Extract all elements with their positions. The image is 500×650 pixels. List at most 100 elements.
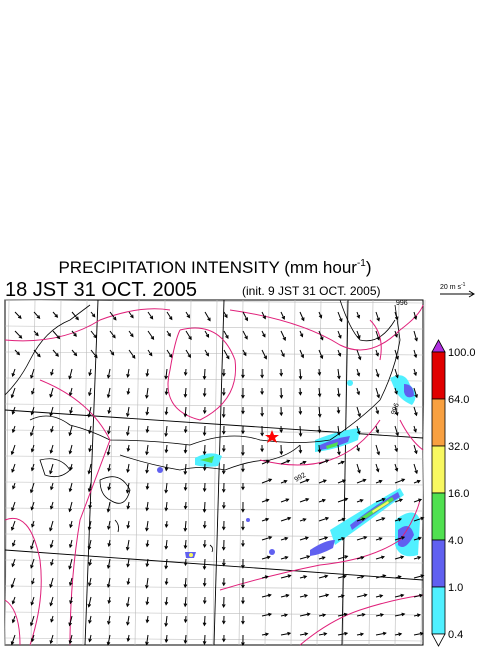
wind-arrow-shaft xyxy=(127,368,130,378)
wind-arrow xyxy=(202,482,207,493)
wind-arrow xyxy=(299,349,305,359)
wind-arrow-shaft xyxy=(413,480,421,484)
wind-arrow-shaft xyxy=(185,349,191,358)
wind-arrow-head xyxy=(285,593,290,598)
wind-arrow-head xyxy=(300,354,305,359)
wind-arrow xyxy=(337,460,345,465)
wind-arrow xyxy=(49,387,54,398)
wind-arrow-head xyxy=(281,353,285,358)
wind-arrow-head xyxy=(375,352,379,357)
wind-arrow-shaft xyxy=(184,406,187,417)
wind-arrow xyxy=(241,368,245,379)
wind-arrow-head xyxy=(145,601,150,606)
wind-arrow-head xyxy=(380,555,385,560)
wind-arrow-head xyxy=(221,638,226,643)
wind-arrow xyxy=(261,535,273,541)
wind-arrow-shaft xyxy=(147,349,153,356)
wind-arrow xyxy=(164,520,169,529)
wind-arrow-head xyxy=(260,432,265,437)
wind-arrow xyxy=(183,577,188,589)
wind-arrow xyxy=(50,425,54,433)
wind-arrow-shaft xyxy=(165,406,168,415)
wind-arrow-head xyxy=(183,545,188,550)
wind-arrow xyxy=(145,539,150,548)
grid-line xyxy=(264,299,270,646)
wind-arrow-head xyxy=(317,413,322,418)
wind-arrow-shaft xyxy=(69,520,73,528)
wind-arrow-head xyxy=(130,314,134,319)
wind-arrow-head xyxy=(126,637,131,642)
wind-arrow-head xyxy=(37,353,41,358)
wind-arrow xyxy=(202,368,207,380)
wind-arrow-shaft xyxy=(413,632,423,636)
wind-arrow-head xyxy=(145,527,149,532)
wind-arrow-head xyxy=(164,581,169,586)
wind-arrow xyxy=(125,406,130,418)
wind-arrow-head xyxy=(413,372,417,377)
wind-arrow-shaft xyxy=(165,482,168,493)
wind-arrow-head xyxy=(145,563,150,568)
wind-arrow-shaft xyxy=(337,575,347,579)
wind-arrow-head xyxy=(164,565,169,570)
wind-arrow-head xyxy=(145,507,149,512)
wind-arrow-shaft xyxy=(126,406,130,417)
wind-arrow-shaft xyxy=(146,444,149,455)
wind-arrow xyxy=(145,615,150,624)
wind-arrow xyxy=(88,368,92,377)
wind-arrow-head xyxy=(56,335,61,340)
wind-arrow-head xyxy=(30,374,34,379)
init-time: (init. 9 JST 31 OCT. 2005) xyxy=(242,284,381,298)
wind-arrow xyxy=(280,459,291,465)
wind-arrow xyxy=(260,444,264,453)
wind-arrow-head xyxy=(287,516,292,521)
grid-line xyxy=(4,585,424,590)
wind-arrow-shaft xyxy=(50,634,54,644)
wind-arrow-shaft xyxy=(280,574,291,579)
wind-arrow-head xyxy=(241,468,245,473)
wind-arrow xyxy=(280,593,290,598)
wind-arrow-head xyxy=(401,612,406,617)
vector-scale-label: 20 m s-1 xyxy=(440,282,466,291)
wind-arrow xyxy=(337,536,346,541)
wind-arrow-shaft xyxy=(52,349,59,357)
wind-arrow xyxy=(87,406,92,418)
wind-arrow-head xyxy=(50,371,54,376)
wind-arrow-head xyxy=(376,317,380,322)
wind-arrow-shaft xyxy=(413,594,423,598)
wind-arrow-head xyxy=(241,564,245,569)
wind-arrow xyxy=(280,330,286,341)
wind-arrow xyxy=(413,349,418,359)
wind-arrow xyxy=(261,349,267,360)
wind-arrow-shaft xyxy=(413,349,417,358)
wind-arrow-head xyxy=(29,622,34,627)
wind-arrow-head xyxy=(241,620,245,625)
wind-arrow-head xyxy=(241,374,245,379)
wind-arrow-shaft xyxy=(11,577,16,588)
wind-arrow-shaft xyxy=(49,463,54,474)
wind-arrow-head xyxy=(55,352,59,357)
wind-arrow-head xyxy=(202,432,207,437)
wind-arrow xyxy=(241,387,245,399)
wind-arrow-shaft xyxy=(31,444,35,452)
wind-arrow-head xyxy=(187,354,191,359)
wind-arrow-shaft xyxy=(31,501,35,510)
wind-arrow-shaft xyxy=(394,613,405,617)
wind-arrow-shaft xyxy=(337,555,348,560)
wind-arrow-head xyxy=(341,517,346,522)
wind-arrow xyxy=(145,463,149,474)
wind-arrow-head xyxy=(164,622,168,627)
wind-arrow xyxy=(317,368,322,377)
wind-arrow xyxy=(29,615,35,627)
grid-line xyxy=(4,507,424,512)
wind-arrow xyxy=(90,349,98,359)
wind-arrow-head xyxy=(285,498,290,502)
wind-arrow-head xyxy=(244,335,248,340)
wind-arrow xyxy=(30,634,35,643)
wind-arrow-shaft xyxy=(318,633,327,636)
wind-arrow-head xyxy=(150,336,155,340)
wind-arrow-shaft xyxy=(52,330,60,339)
wind-arrow-shaft xyxy=(242,330,248,340)
wind-arrow xyxy=(71,349,78,357)
wind-arrow-head xyxy=(340,594,345,598)
wind-arrow-shaft xyxy=(146,387,149,398)
